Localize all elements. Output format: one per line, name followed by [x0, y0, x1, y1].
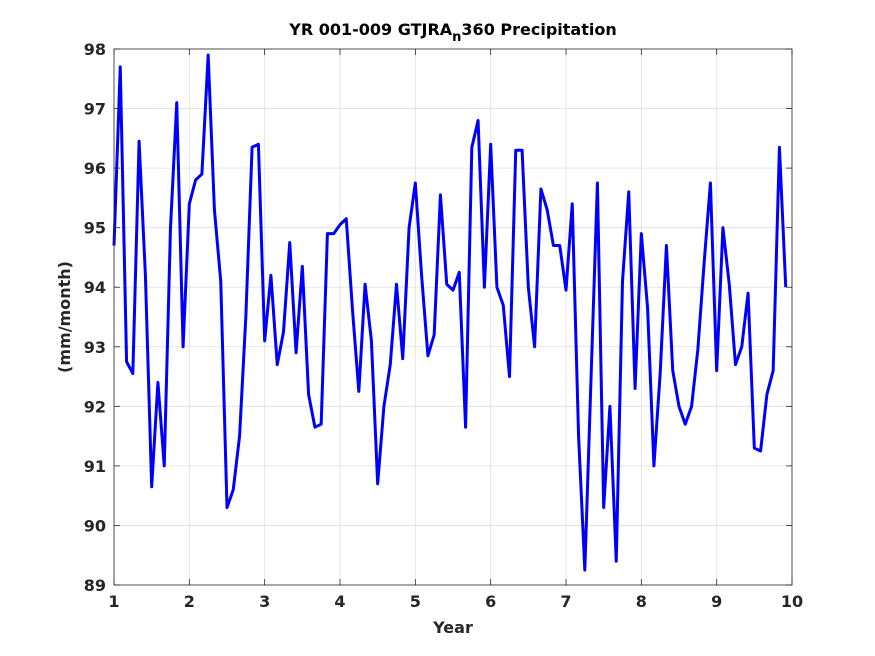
y-tick-label: 95 — [84, 219, 106, 238]
y-tick-label: 90 — [84, 516, 106, 535]
x-tick-label: 6 — [485, 592, 496, 611]
y-tick-label: 94 — [84, 278, 106, 297]
x-tick-label: 5 — [410, 592, 421, 611]
y-tick-label: 89 — [84, 576, 106, 595]
y-tick-label: 92 — [84, 397, 106, 416]
x-axis-label: Year — [432, 618, 473, 637]
x-tick-label: 3 — [259, 592, 270, 611]
y-tick-label: 98 — [84, 40, 106, 59]
y-tick-label: 97 — [84, 100, 106, 119]
x-tick-label: 4 — [334, 592, 345, 611]
x-tick-label: 9 — [711, 592, 722, 611]
y-tick-label: 93 — [84, 338, 106, 357]
y-tick-label: 91 — [84, 457, 106, 476]
plot-area — [114, 49, 792, 585]
chart-title-suffix: 360 Precipitation — [461, 20, 616, 39]
x-tick-label: 7 — [560, 592, 571, 611]
chart-title-subscript: n — [452, 30, 461, 45]
x-tick-label: 8 — [636, 592, 647, 611]
x-tick-label: 10 — [781, 592, 803, 611]
y-axis-label: (mm/month) — [55, 261, 74, 373]
x-tick-label: 1 — [108, 592, 119, 611]
x-tick-label: 2 — [184, 592, 195, 611]
y-tick-label: 96 — [84, 159, 106, 178]
